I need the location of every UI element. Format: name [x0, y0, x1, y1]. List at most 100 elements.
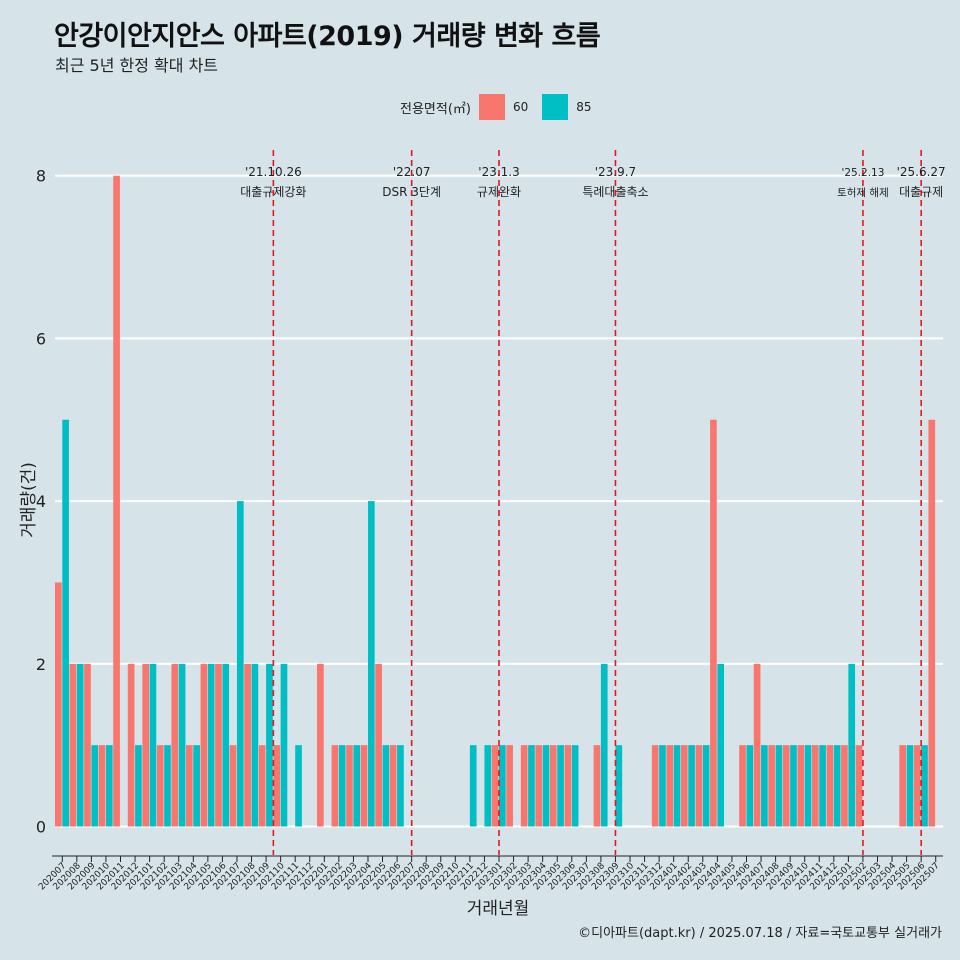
y-tick-label: 4 — [36, 492, 46, 511]
y-tick-label: 2 — [36, 655, 46, 674]
bar-60-202303 — [520, 745, 528, 827]
bar-85-202401 — [673, 745, 681, 827]
bar-85-202301 — [499, 745, 506, 827]
bar-60-202402 — [680, 745, 688, 827]
chart-title: 안강이안지안스 아파트(2019) 거래량 변화 흐름 — [54, 21, 601, 52]
bar-60-202106 — [215, 663, 222, 827]
legend-swatch-60 — [478, 94, 505, 120]
bar-85-202109 — [266, 663, 273, 827]
bar-85-202409 — [790, 745, 797, 827]
bar-85-202104 — [193, 745, 200, 827]
bar-85-202007 — [62, 419, 69, 827]
bar-60-202201 — [317, 663, 324, 827]
bar-60-202505 — [899, 745, 907, 827]
bar-85-202108 — [251, 663, 259, 827]
bar-85-202107 — [236, 501, 244, 827]
bar-85-202308 — [600, 663, 608, 827]
bar-85-202506 — [921, 745, 928, 827]
y-axis-title: 거래량(건) — [19, 462, 39, 538]
bar-85-202008 — [76, 663, 84, 827]
bar-85-202407 — [761, 745, 768, 827]
bar-85-202202 — [338, 745, 346, 827]
bar-60-202501 — [841, 745, 848, 827]
bar-85-202101 — [149, 663, 157, 827]
bar-60-202507 — [928, 419, 936, 827]
bar-60-202110 — [273, 745, 281, 827]
bar-60-202011 — [113, 175, 120, 827]
bar-85-202212 — [484, 745, 492, 827]
bar-85-202012 — [135, 745, 142, 827]
event-name-label: 규제완화 — [477, 185, 521, 199]
bar-60-202204 — [360, 745, 368, 827]
y-tick-label: 0 — [36, 818, 46, 837]
bar-85-202303 — [528, 745, 535, 827]
bar-85-202106 — [222, 663, 230, 827]
event-date-label: '23.1.3 — [478, 165, 519, 179]
bar-60-202202 — [331, 745, 339, 827]
event-date-label: '25.6.27 — [897, 165, 946, 179]
bar-60-202411 — [811, 745, 819, 827]
bar-60-202305 — [549, 745, 557, 827]
bar-85-202305 — [557, 745, 564, 827]
bar-60-202301 — [491, 745, 499, 827]
bar-60-202306 — [564, 745, 572, 827]
bar-60-202102 — [156, 745, 164, 827]
bar-85-202404 — [717, 663, 725, 827]
y-tick-label: 8 — [36, 167, 46, 186]
bar-85-202203 — [353, 745, 361, 827]
legend-label-85: 85 — [576, 100, 592, 114]
bar-60-202012 — [127, 663, 135, 827]
legend-label-60: 60 — [512, 100, 529, 114]
bar-85-202411 — [819, 745, 826, 827]
source-caption: ©디아파트(dapt.kr) / 2025.07.18 / 자료=국토교통부 실… — [578, 926, 942, 941]
legend-swatch-85 — [542, 94, 569, 120]
bar-60-202403 — [695, 745, 703, 827]
bar-85-202412 — [833, 745, 841, 827]
event-name-label: 특례대출축소 — [582, 185, 648, 199]
bar-60-202206 — [389, 745, 397, 827]
legend-title: 전용면적(㎡) — [400, 101, 471, 117]
event-date-label: '23.9.7 — [595, 165, 636, 179]
bar-60-202302 — [506, 745, 513, 827]
bar-60-202407 — [753, 663, 761, 827]
legend: 전용면적(㎡) 60 85 — [400, 92, 606, 122]
bar-85-202211 — [469, 745, 477, 827]
event-date-label: '25.2.13 — [841, 167, 884, 179]
bar-60-202109 — [258, 745, 266, 827]
bar-60-202406 — [739, 745, 746, 827]
bar-85-202312 — [659, 745, 666, 827]
bar-60-202107 — [229, 745, 237, 827]
bar-60-202007 — [55, 582, 62, 827]
x-axis-title: 거래년월 — [467, 899, 530, 919]
bar-85-202403 — [702, 745, 710, 827]
bar-60-202101 — [142, 663, 150, 827]
bar-85-202010 — [105, 745, 113, 827]
event-name-label: DSR 3단계 — [382, 185, 441, 199]
bar-85-202304 — [542, 745, 550, 827]
bar-60-202108 — [244, 663, 251, 827]
bar-85-202110 — [280, 663, 288, 827]
event-date-label: '22.07 — [393, 165, 431, 179]
bar-60-202105 — [200, 663, 208, 827]
bar-60-202401 — [666, 745, 674, 827]
event-name-label: 토허제 해제 — [837, 186, 889, 199]
bar-85-202306 — [571, 745, 579, 827]
bar-60-202103 — [171, 663, 179, 827]
bar-60-202312 — [651, 745, 659, 827]
bar-60-202010 — [98, 745, 106, 827]
bar-60-202304 — [535, 745, 543, 827]
y-tick-label: 6 — [36, 329, 46, 348]
bar-85-202410 — [804, 745, 812, 827]
bar-60-202205 — [375, 663, 382, 827]
bar-60-202502 — [855, 745, 863, 827]
bar-85-202402 — [688, 745, 695, 827]
bar-85-202408 — [775, 745, 783, 827]
bar-60-202203 — [346, 745, 353, 827]
bar-60-202009 — [84, 663, 91, 827]
bar-60-202008 — [69, 663, 77, 827]
bar-60-202404 — [710, 419, 717, 827]
bar-85-202102 — [164, 745, 171, 827]
bar-85-202009 — [91, 745, 99, 827]
bar-60-202104 — [186, 745, 193, 827]
